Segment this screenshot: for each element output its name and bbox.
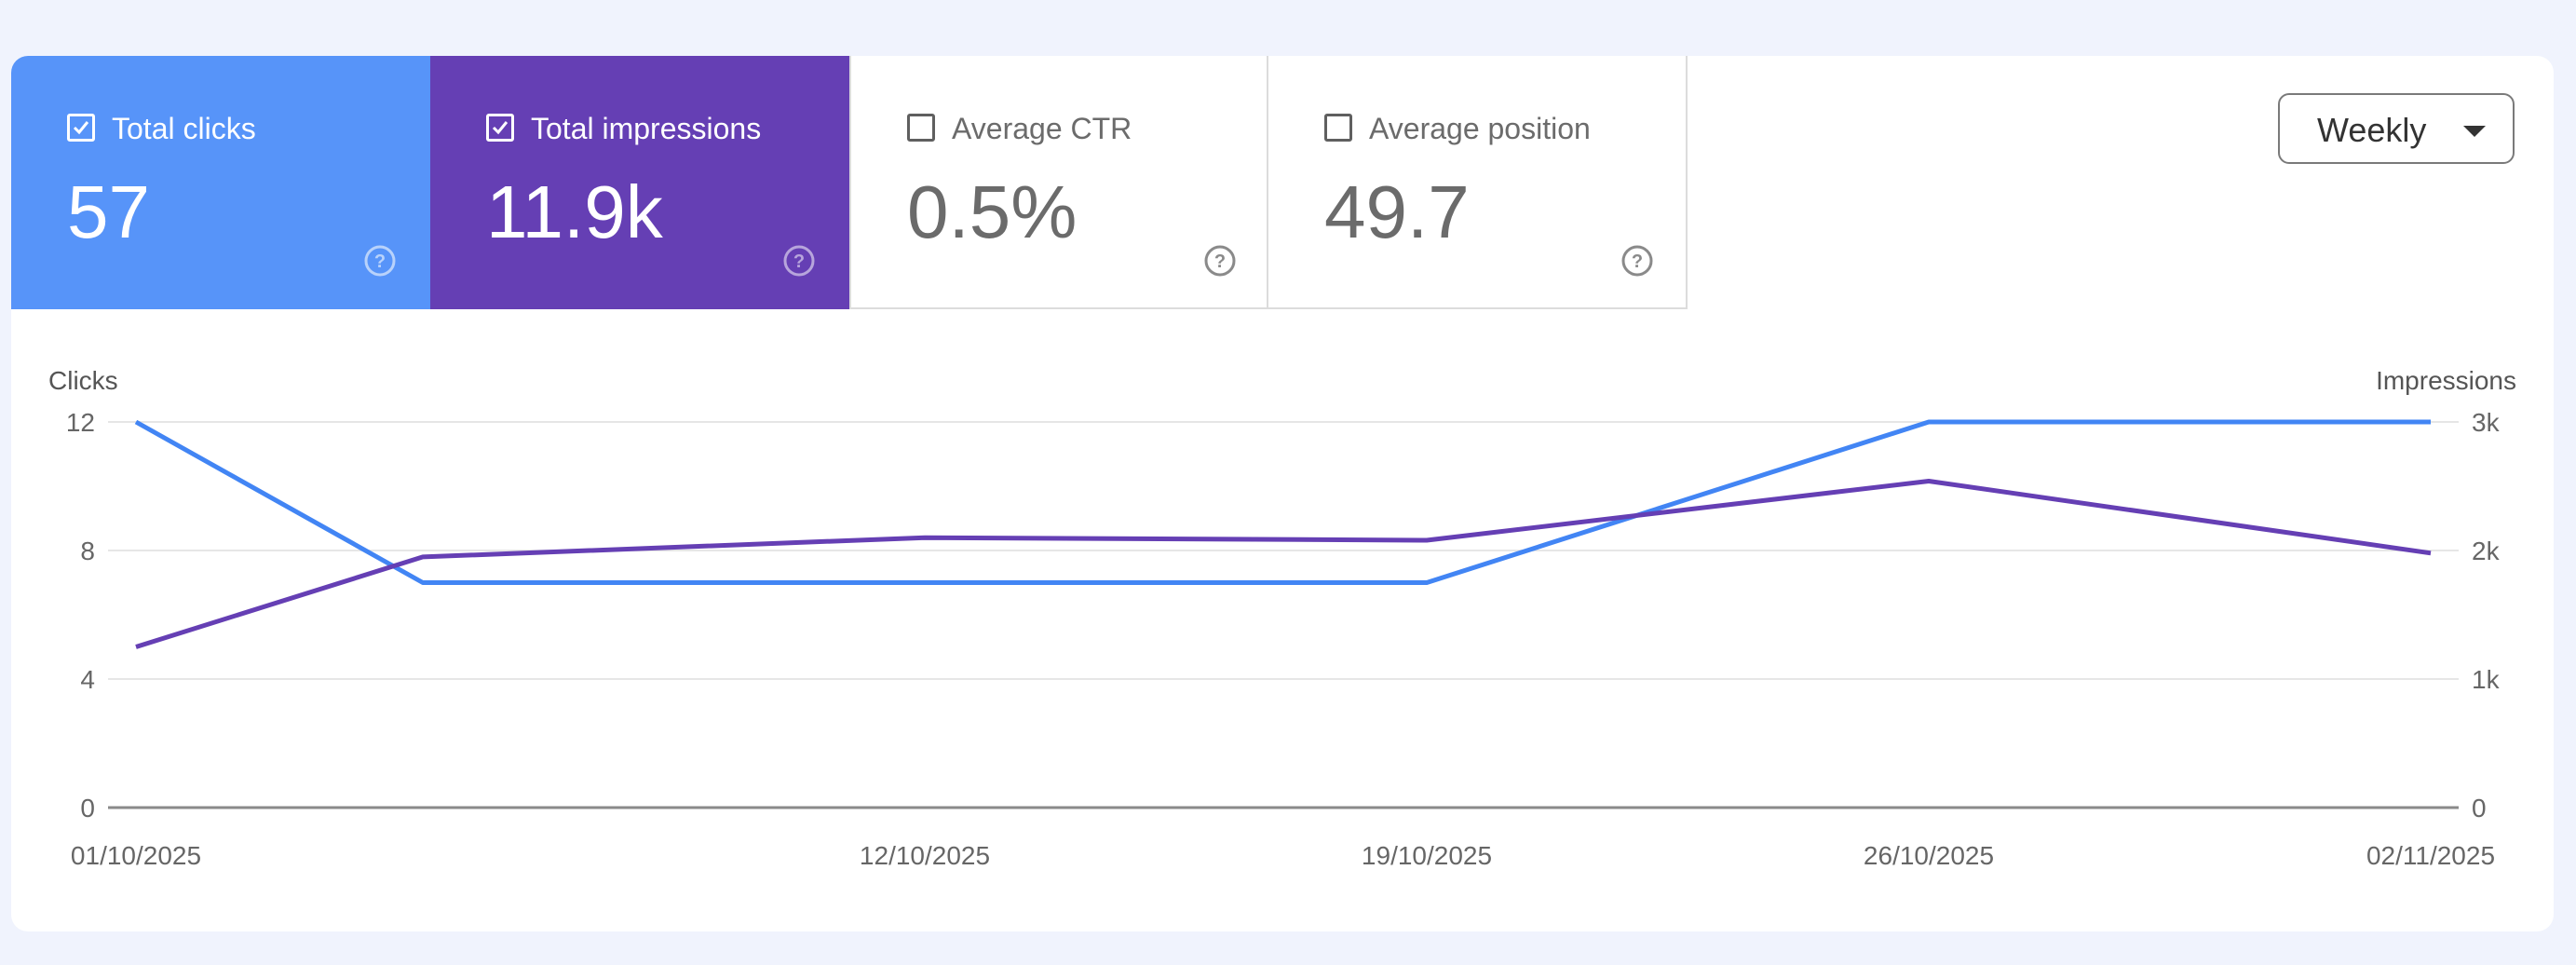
checkbox-checked-icon[interactable] — [67, 114, 95, 142]
metric-tile-total-clicks[interactable]: Total clicks 57 ? — [11, 56, 430, 309]
help-icon[interactable]: ? — [1203, 244, 1237, 278]
metric-label: Total impressions — [531, 112, 762, 145]
chart-axes: Clicks Impressions 12 8 4 0 3k 2k 1k 0 01/10/2025 1… — [48, 366, 2516, 870]
series-line-total-impressions — [135, 479, 2432, 649]
metric-value: 0.5% — [907, 170, 1078, 253]
left-tick-label: 0 — [80, 794, 95, 822]
checkbox-unchecked-icon[interactable] — [1324, 114, 1352, 142]
help-icon[interactable]: ? — [363, 244, 397, 278]
chart-gridlines — [108, 421, 2459, 809]
chevron-down-icon — [2463, 126, 2486, 137]
help-icon[interactable]: ? — [1620, 244, 1654, 278]
right-tick-label: 0 — [2472, 794, 2487, 822]
period-select[interactable]: Weekly — [2278, 93, 2515, 164]
right-axis-title: Impressions — [2376, 366, 2516, 395]
checkbox-checked-icon[interactable] — [486, 114, 514, 142]
left-tick-label: 12 — [66, 408, 95, 437]
metric-value: 57 — [67, 170, 150, 253]
metric-value: 11.9k — [486, 170, 663, 253]
metric-value: 49.7 — [1324, 170, 1470, 253]
left-axis-title: Clicks — [48, 366, 118, 395]
metric-label: Total clicks — [112, 112, 256, 145]
x-tick-label: 01/10/2025 — [71, 841, 201, 870]
chart-series — [134, 419, 2432, 649]
metric-tile-average-ctr[interactable]: Average CTR 0.5% ? — [849, 56, 1268, 309]
metric-label: Average CTR — [952, 112, 1132, 145]
svg-text:?: ? — [793, 251, 805, 272]
metric-tiles: Total clicks 57 ? Total impressions 11.9… — [11, 56, 1688, 309]
right-tick-label: 3k — [2472, 408, 2501, 437]
left-tick-label: 8 — [80, 537, 95, 565]
right-tick-label: 1k — [2472, 665, 2501, 694]
x-tick-label: 02/11/2025 — [2366, 841, 2495, 870]
left-tick-label: 4 — [80, 665, 95, 694]
svg-text:?: ? — [374, 251, 386, 272]
metric-label: Average position — [1369, 112, 1591, 145]
series-line-total-clicks — [134, 419, 2431, 585]
svg-text:?: ? — [1632, 251, 1643, 272]
x-tick-label: 12/10/2025 — [860, 841, 990, 870]
svg-text:?: ? — [1214, 251, 1226, 272]
right-tick-label: 2k — [2472, 537, 2501, 565]
period-select-value: Weekly — [2317, 111, 2427, 149]
metric-tile-average-position[interactable]: Average position 49.7 ? — [1268, 56, 1688, 309]
checkbox-unchecked-icon[interactable] — [907, 114, 935, 142]
performance-card: Total clicks 57 ? Total impressions 11.9… — [11, 56, 2554, 931]
metric-tile-total-impressions[interactable]: Total impressions 11.9k ? — [430, 56, 849, 309]
help-icon[interactable]: ? — [782, 244, 816, 278]
x-tick-label: 26/10/2025 — [1864, 841, 1994, 870]
x-tick-label: 19/10/2025 — [1362, 841, 1492, 870]
